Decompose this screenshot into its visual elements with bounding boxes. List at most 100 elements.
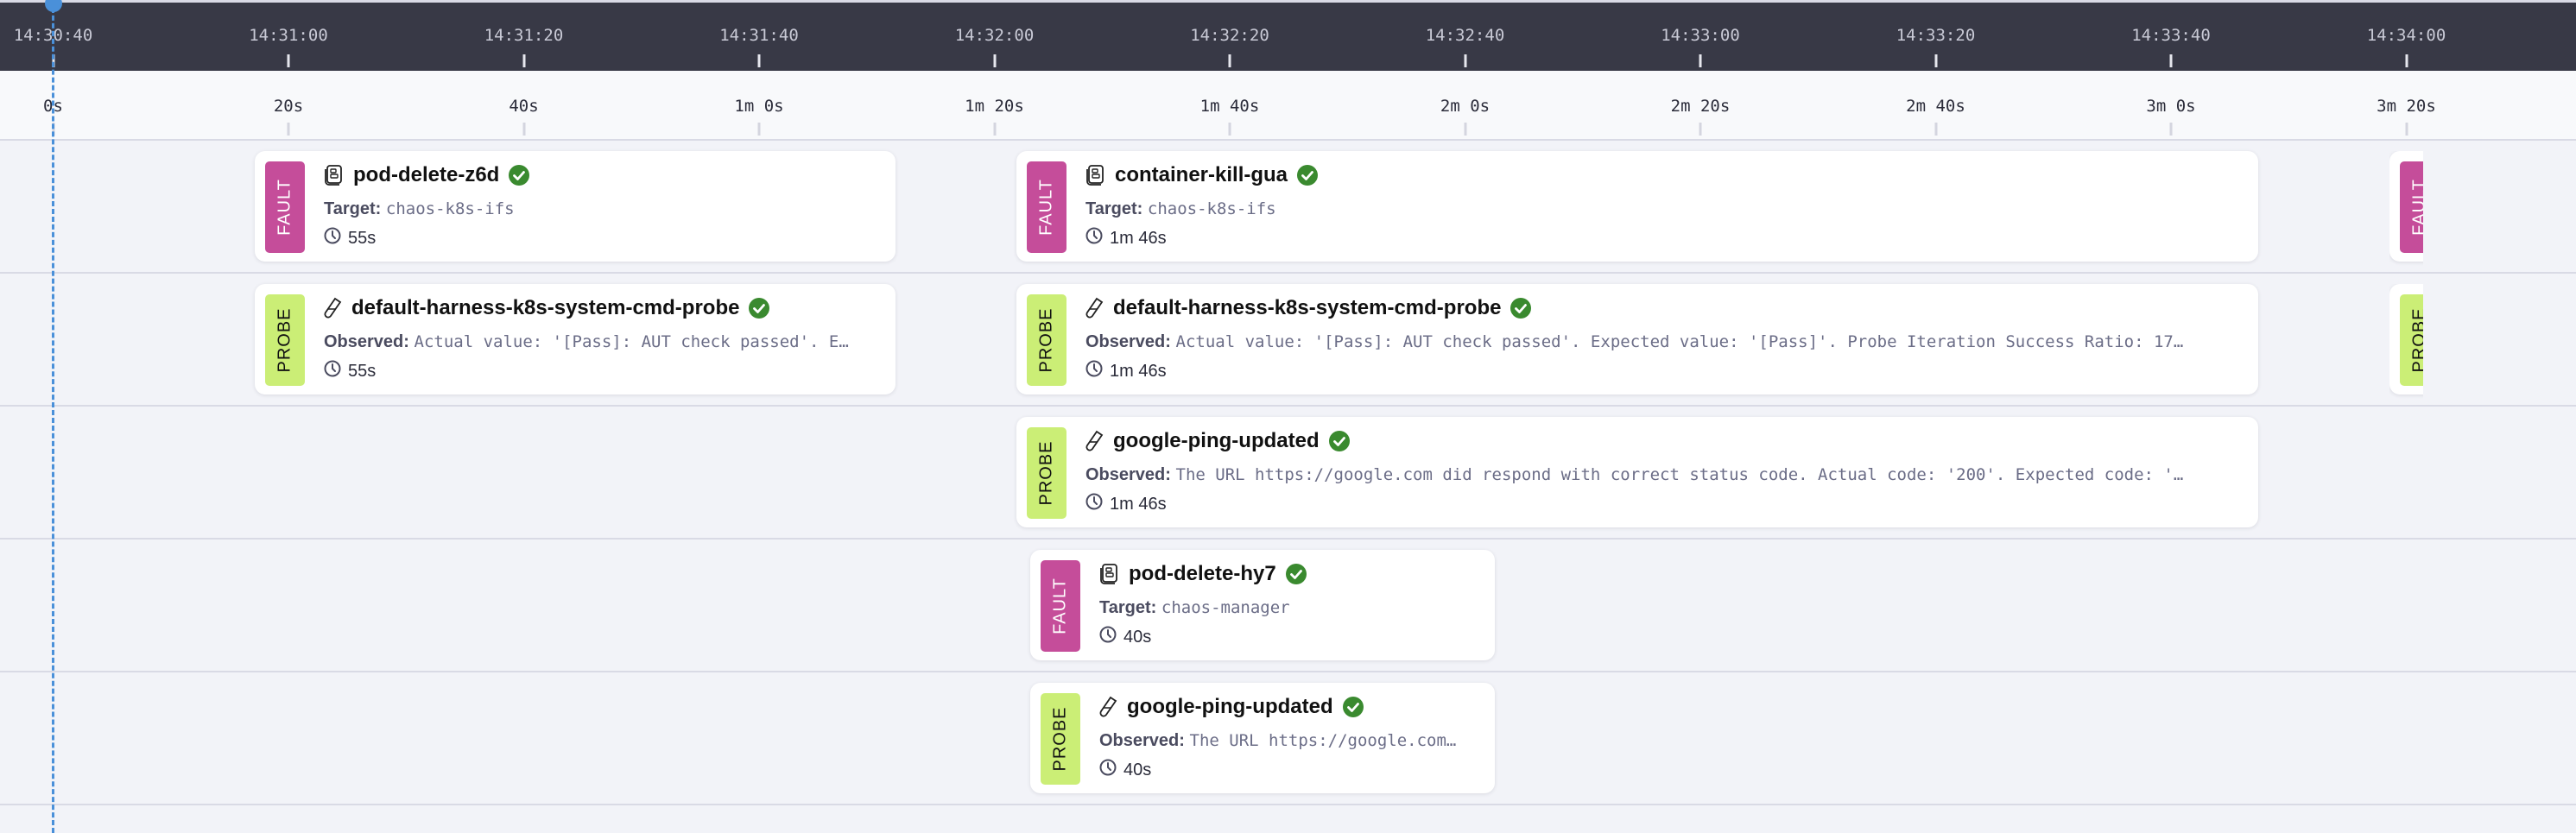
clock-icon [324,227,341,249]
probe-card[interactable]: PROBE [2389,284,2423,394]
cursor-handle[interactable] [45,0,62,12]
target-value: chaos-manager [1161,598,1290,617]
time-tick-label: 14:31:20 [484,26,564,45]
fault-icon [324,164,345,186]
duration: 1m 46s [1085,493,1167,515]
elapsed-time-ruler: 0s 20s 40s 1m 0s 1m 20s 1m 40s 2m 0s 2m 20s 2m 4… [0,71,2576,141]
clock-icon [324,360,341,382]
badge-label: FAULT [1050,577,1070,634]
success-check-icon [1285,563,1307,585]
time-tick-label: 2m 40s [1906,97,1965,116]
fault-card[interactable]: FAULT container-kill-gua Target: chaos-k8s… [1016,151,2258,262]
fault-card[interactable]: FAULT pod-delete-z6d Target: chaos-k8s-ifs… [255,151,896,262]
target-value: chaos-k8s-ifs [385,199,515,218]
time-tick-mark [1464,54,1466,67]
time-tick-mark [757,54,761,67]
duration-value: 55s [348,228,377,248]
success-check-icon [1342,696,1364,718]
fault-card[interactable]: FAULT [2389,151,2423,262]
clock-icon [1099,626,1117,648]
fault-icon [1099,563,1120,585]
badge-label: FAULT [1036,179,1056,236]
card-name: default-harness-k8s-system-cmd-probe [351,296,740,319]
success-check-icon [1296,164,1319,186]
card-title: default-harness-k8s-system-cmd-probe [1085,296,1532,320]
observed-line: Observed: Actual value: '[Pass]: AUT che… [324,332,883,352]
probe-icon [324,297,343,319]
probe-icon [1099,696,1118,718]
fault-badge: FAULT [1041,560,1080,652]
card-title: google-ping-updated [1085,429,1351,453]
clock-icon [1099,759,1117,781]
time-tick-label: 14:33:20 [1896,26,1976,45]
time-tick-label: 1m 20s [965,97,1024,116]
card-title: container-kill-gua [1085,163,1319,187]
probe-badge: PROBE [1041,693,1080,785]
probe-card[interactable]: PROBE default-harness-k8s-system-cmd-prob… [255,284,896,394]
card-name: pod-delete-z6d [353,163,500,186]
fault-icon [1085,164,1106,186]
badge-label: PROBE [1036,307,1056,373]
probe-card[interactable]: PROBE google-ping-updated Observed: The UR… [1016,417,2258,527]
target-label: Target: [1099,598,1157,617]
clipped-card: FAULT [2389,151,2423,267]
time-tick-mark [522,123,525,136]
badge-label: PROBE [275,307,294,373]
time-tick-label: 14:32:40 [1425,26,1505,45]
duration: 40s [1099,759,1151,781]
badge-label: PROBE [2409,307,2424,373]
fault-badge: FAULT [265,161,305,253]
target-line: Target: chaos-manager [1099,598,1483,618]
card-title: default-harness-k8s-system-cmd-probe [324,296,770,320]
badge-label: PROBE [1036,440,1056,506]
time-tick-label: 14:31:00 [249,26,328,45]
timeline-row [0,540,2576,672]
time-tick-mark [287,54,290,67]
duration-value: 1m 46s [1110,361,1167,381]
observed-value: The URL https://google.com did respond w… [1175,465,2184,484]
time-tick-mark [1699,123,1702,136]
timeline-row [0,274,2576,407]
fault-card[interactable]: FAULT pod-delete-hy7 Target: chaos-manager… [1030,550,1495,660]
timeline-row [0,407,2576,540]
clock-icon [1085,227,1103,249]
time-tick-mark [757,123,761,136]
badge-label: FAULT [275,179,294,236]
target-line: Target: chaos-k8s-ifs [1085,199,2246,219]
time-tick-label: 1m 40s [1199,97,1260,116]
probe-card[interactable]: PROBE google-ping-updated Observed: The UR… [1030,683,1495,793]
time-tick-mark [1934,54,1937,67]
top-border [0,0,2576,3]
time-tick-mark [2169,54,2173,67]
card-title: pod-delete-z6d [324,163,530,187]
card-name: pod-delete-hy7 [1129,562,1276,585]
success-check-icon [1328,430,1351,452]
success-check-icon [508,164,530,186]
duration-value: 55s [348,361,377,381]
fault-badge: FAULT [1027,161,1066,253]
target-label: Target: [1085,199,1143,218]
target-label: Target: [324,199,382,218]
probe-icon [1085,430,1104,452]
time-tick-label: 2m 20s [1670,97,1731,116]
time-tick-mark [287,123,290,136]
clock-icon [1085,360,1103,382]
duration: 1m 46s [1085,360,1167,382]
observed-value: Actual value: '[Pass]: AUT check passed'… [414,332,849,351]
time-tick-label: 14:34:00 [2366,26,2446,45]
probe-card[interactable]: PROBE default-harness-k8s-system-cmd-prob… [1016,284,2258,394]
probe-badge: PROBE [1027,294,1066,386]
success-check-icon [1510,297,1532,319]
target-value: chaos-k8s-ifs [1147,199,1276,218]
time-tick-label: 2m 0s [1440,97,1491,116]
observed-line: Observed: The URL https://google.com… [1099,731,1483,751]
card-name: google-ping-updated [1127,695,1333,718]
current-time-cursor[interactable] [52,0,54,833]
card-title: pod-delete-hy7 [1099,562,1307,586]
observed-label: Observed: [324,332,409,351]
time-tick-mark [993,123,996,136]
observed-line: Observed: Actual value: '[Pass]: AUT che… [1085,332,2246,352]
timeline-row [0,672,2576,805]
card-name: container-kill-gua [1115,163,1288,186]
time-tick-label: 20s [273,97,304,116]
